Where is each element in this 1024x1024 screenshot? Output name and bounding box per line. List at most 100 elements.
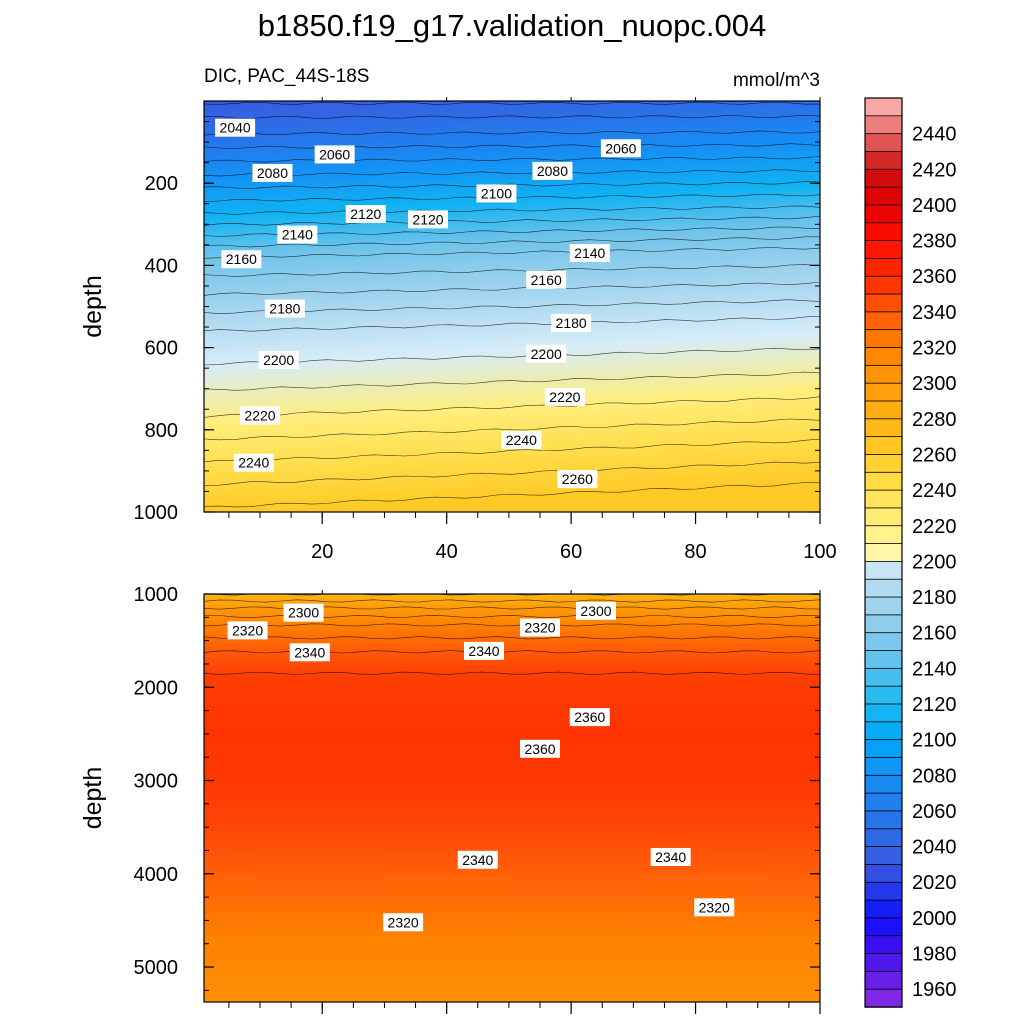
x-tick-label: 20: [311, 541, 333, 563]
contour-label-box: [650, 847, 691, 866]
contour-label-box: [464, 641, 504, 660]
contour-line: [203, 599, 821, 603]
colorbar-label: 2400: [912, 195, 957, 217]
contour-label-box: [557, 470, 598, 489]
contour-line: [203, 482, 821, 508]
y-axis-title: depth: [79, 275, 107, 338]
x-tick-label: 80: [684, 541, 706, 563]
colorbar-box: [864, 186, 903, 206]
x-tick-label: 100: [803, 541, 836, 563]
contour-line: [203, 396, 821, 418]
contour-label-text: 2200: [263, 352, 294, 368]
colorbar-box: [864, 382, 903, 402]
contour-label: 2320: [694, 898, 735, 917]
contour-label: 2080: [252, 163, 293, 182]
contour-label-text: 2340: [468, 643, 499, 659]
colorbar-label: 2080: [912, 765, 957, 787]
contour-label: 2320: [383, 913, 424, 932]
colorbar-box: [864, 650, 903, 670]
colorbar-box: [864, 739, 903, 759]
colorbar-label: 2060: [912, 801, 957, 823]
contour-line: [203, 461, 821, 486]
contour-label-box: [576, 601, 616, 620]
contour-label-box: [694, 898, 735, 917]
contour-label-text: 2240: [238, 455, 269, 471]
contour-label-text: 2040: [220, 120, 251, 136]
contour-label-text: 2320: [388, 914, 419, 930]
contour-label-text: 2320: [232, 622, 263, 638]
colorbar-label: 2360: [912, 266, 957, 288]
colorbar-box: [864, 418, 903, 438]
contour-label-box: [240, 406, 280, 425]
colorbar-label: 2140: [912, 658, 957, 680]
contour-label: 2360: [520, 739, 560, 758]
contour-label: 2160: [526, 270, 567, 289]
units-label: mmol/m^3: [733, 70, 820, 91]
colorbar-box: [864, 899, 903, 919]
contour-line: [203, 169, 821, 177]
contour-label-text: 2360: [524, 741, 555, 757]
colorbar-box: [864, 685, 903, 705]
contour-label-box: [227, 621, 268, 640]
lower-frame: [203, 593, 821, 1003]
y-tick-label: 1000: [134, 502, 179, 524]
contour-line: [203, 671, 821, 675]
y-tick-label: 800: [145, 420, 178, 442]
colorbar-box: [864, 953, 903, 973]
contour-line: [203, 299, 821, 314]
x-tick-label: 60: [560, 541, 582, 563]
colorbar-box: [864, 115, 903, 135]
y-tick-label: 1000: [134, 584, 179, 606]
contour-label-text: 2320: [699, 899, 730, 915]
contour-label-text: 2140: [282, 227, 313, 243]
chart-title: b1850.f19_g17.validation_nuopc.004: [258, 8, 767, 43]
colorbar-box: [864, 757, 903, 776]
colorbar-box: [864, 275, 903, 295]
contour-label-text: 2220: [549, 389, 580, 405]
lower-field: [204, 594, 820, 1002]
contour-label: 2340: [289, 643, 330, 662]
contour-label-text: 2060: [605, 140, 636, 156]
contour-label: 2220: [544, 387, 585, 406]
contour-label: 2200: [258, 350, 299, 369]
colorbar-label: 2380: [912, 231, 957, 253]
colorbar-box: [864, 204, 903, 224]
y-tick-label: 3000: [134, 771, 179, 793]
contour-label: 2240: [233, 453, 274, 472]
colorbar-box: [864, 151, 903, 170]
colorbar-box: [864, 792, 903, 812]
contour-label: 2320: [227, 621, 268, 640]
colorbar-box: [864, 258, 903, 277]
contour-label-text: 2360: [574, 709, 605, 725]
contour-label-box: [345, 205, 386, 224]
colorbar-label: 2120: [912, 694, 957, 716]
colorbar-box: [864, 311, 903, 331]
contour-label-text: 2160: [531, 272, 562, 288]
colorbar-box: [864, 507, 903, 527]
contour-label-box: [457, 850, 498, 869]
colorbar-box: [864, 846, 903, 866]
colorbar-box: [864, 810, 903, 830]
contour-label-box: [501, 431, 542, 450]
contour-label: 2300: [576, 601, 616, 620]
upper-contours: [203, 101, 821, 508]
contour-label: 2160: [221, 250, 262, 269]
contour-line: [203, 247, 821, 259]
contour-line: [203, 264, 821, 277]
contour-label-text: 2340: [294, 644, 325, 660]
contour-label: 2340: [457, 850, 498, 869]
y-tick-label: 600: [145, 338, 178, 360]
contour-label: 2220: [240, 406, 280, 425]
contour-label: 2060: [314, 145, 355, 164]
contour-label-text: 2120: [350, 206, 381, 222]
contour-label-box: [569, 708, 610, 727]
colorbar-box: [864, 703, 903, 723]
contour-label-text: 2240: [506, 432, 537, 448]
contour-label-text: 2080: [537, 163, 568, 179]
contour-label-box: [383, 913, 424, 932]
colorbar-box: [864, 400, 903, 420]
colorbar-label: 2240: [912, 480, 957, 502]
colorbar-label: 1980: [912, 944, 957, 966]
colorbar-box: [864, 293, 903, 313]
